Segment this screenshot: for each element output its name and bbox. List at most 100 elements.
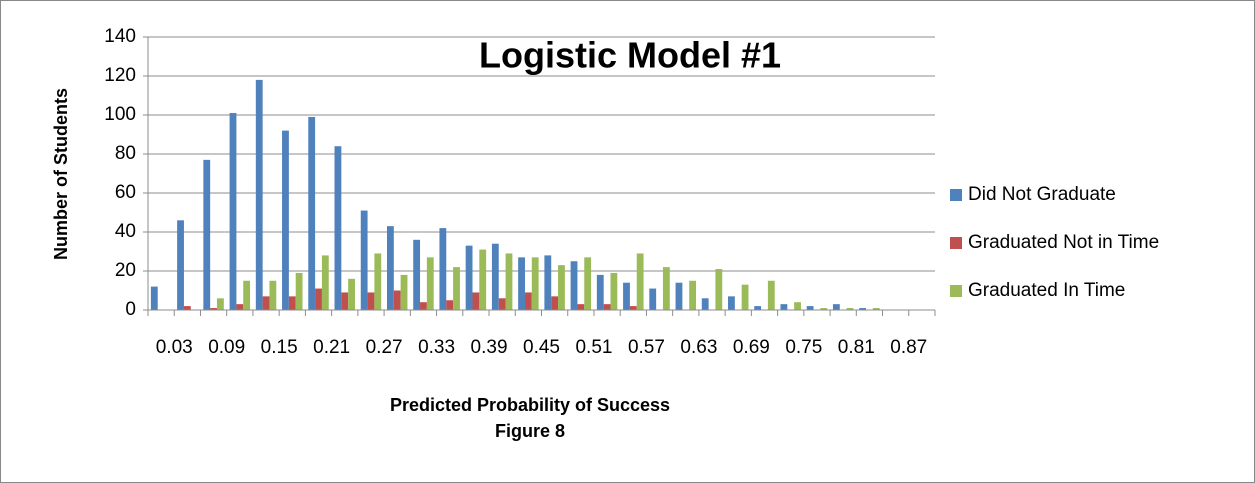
bar	[498, 298, 506, 310]
bar	[229, 113, 237, 310]
x-tick-label: 0.63	[680, 337, 717, 358]
bar	[420, 302, 427, 310]
bar	[315, 288, 322, 310]
bar	[255, 79, 263, 311]
x-tick-label: 0.03	[156, 337, 193, 358]
bar	[360, 210, 368, 310]
bar	[491, 243, 499, 310]
bar	[610, 272, 618, 310]
x-tick-label: 0.27	[366, 337, 403, 358]
x-tick-label: 0.51	[575, 337, 612, 358]
bar	[203, 159, 211, 310]
legend-label: Graduated Not in Time	[968, 232, 1159, 253]
bar	[689, 280, 697, 310]
bar	[794, 302, 801, 310]
bar	[558, 265, 565, 310]
bar	[472, 292, 480, 310]
bar	[413, 239, 421, 310]
bar	[348, 278, 355, 310]
bar	[544, 255, 552, 310]
bar	[446, 300, 454, 310]
bar	[767, 280, 775, 310]
bar	[551, 296, 559, 310]
bar	[374, 253, 382, 310]
bar	[846, 308, 854, 310]
bar	[596, 274, 604, 310]
chart-title: Logistic Model #1	[479, 35, 781, 76]
bar	[334, 146, 342, 310]
x-axis-label: Predicted Probability of Success	[390, 395, 670, 415]
bar	[321, 255, 329, 310]
bar	[728, 296, 735, 310]
y-tick-label: 0	[125, 299, 136, 320]
bar	[216, 298, 224, 310]
bar	[754, 306, 762, 310]
y-axis-label: Number of Students	[51, 88, 71, 260]
bar	[524, 292, 532, 310]
bar	[577, 304, 585, 310]
bar	[715, 269, 723, 310]
bar	[623, 282, 630, 310]
caption: Figure 8	[495, 421, 565, 441]
bar	[701, 298, 709, 310]
y-tick-label: 140	[104, 26, 136, 47]
bar	[584, 257, 592, 310]
bar	[649, 288, 657, 310]
bar	[453, 267, 460, 310]
bar	[636, 253, 644, 310]
bar	[288, 296, 296, 310]
x-tick-label: 0.87	[890, 337, 927, 358]
bar	[341, 292, 349, 310]
bar	[531, 257, 539, 310]
bar	[295, 272, 303, 310]
bar	[806, 306, 814, 310]
bar	[386, 226, 394, 310]
bar	[570, 261, 578, 310]
bar	[832, 304, 840, 310]
x-tick-label: 0.57	[628, 337, 665, 358]
legend-label: Did Not Graduate	[968, 184, 1116, 205]
bar	[183, 306, 191, 310]
legend-swatch	[950, 237, 962, 249]
x-tick-label: 0.15	[261, 337, 298, 358]
x-tick-label: 0.21	[313, 337, 350, 358]
bar	[400, 274, 408, 310]
legend-label: Graduated In Time	[968, 280, 1125, 301]
bar	[479, 249, 487, 310]
bar	[367, 292, 375, 310]
bar	[243, 280, 251, 310]
y-tick-label: 100	[104, 104, 136, 125]
y-tick-label: 20	[115, 260, 136, 281]
bar	[505, 253, 513, 310]
bar	[236, 304, 244, 310]
bar	[662, 267, 670, 310]
bar	[859, 308, 867, 310]
x-tick-label: 0.45	[523, 337, 560, 358]
bar	[603, 304, 611, 310]
bar	[741, 284, 749, 310]
legend-swatch	[950, 285, 962, 297]
bar	[269, 280, 277, 310]
y-tick-label: 120	[104, 65, 136, 86]
bar	[465, 245, 473, 310]
y-tick-label: 60	[115, 182, 136, 203]
bar	[872, 308, 880, 310]
bar	[262, 296, 270, 310]
y-tick-label: 40	[115, 221, 136, 242]
bar	[629, 306, 637, 310]
x-tick-label: 0.75	[785, 337, 822, 358]
legend-swatch	[950, 189, 962, 201]
x-tick-label: 0.81	[838, 337, 875, 358]
bar	[210, 308, 217, 310]
bar	[393, 290, 401, 310]
bar	[308, 116, 316, 310]
bar	[426, 257, 434, 310]
x-tick-label: 0.09	[208, 337, 245, 358]
bar	[675, 282, 683, 310]
bar	[177, 220, 184, 310]
x-tick-label: 0.69	[733, 337, 770, 358]
bar	[780, 304, 788, 310]
y-tick-label: 80	[115, 143, 136, 164]
